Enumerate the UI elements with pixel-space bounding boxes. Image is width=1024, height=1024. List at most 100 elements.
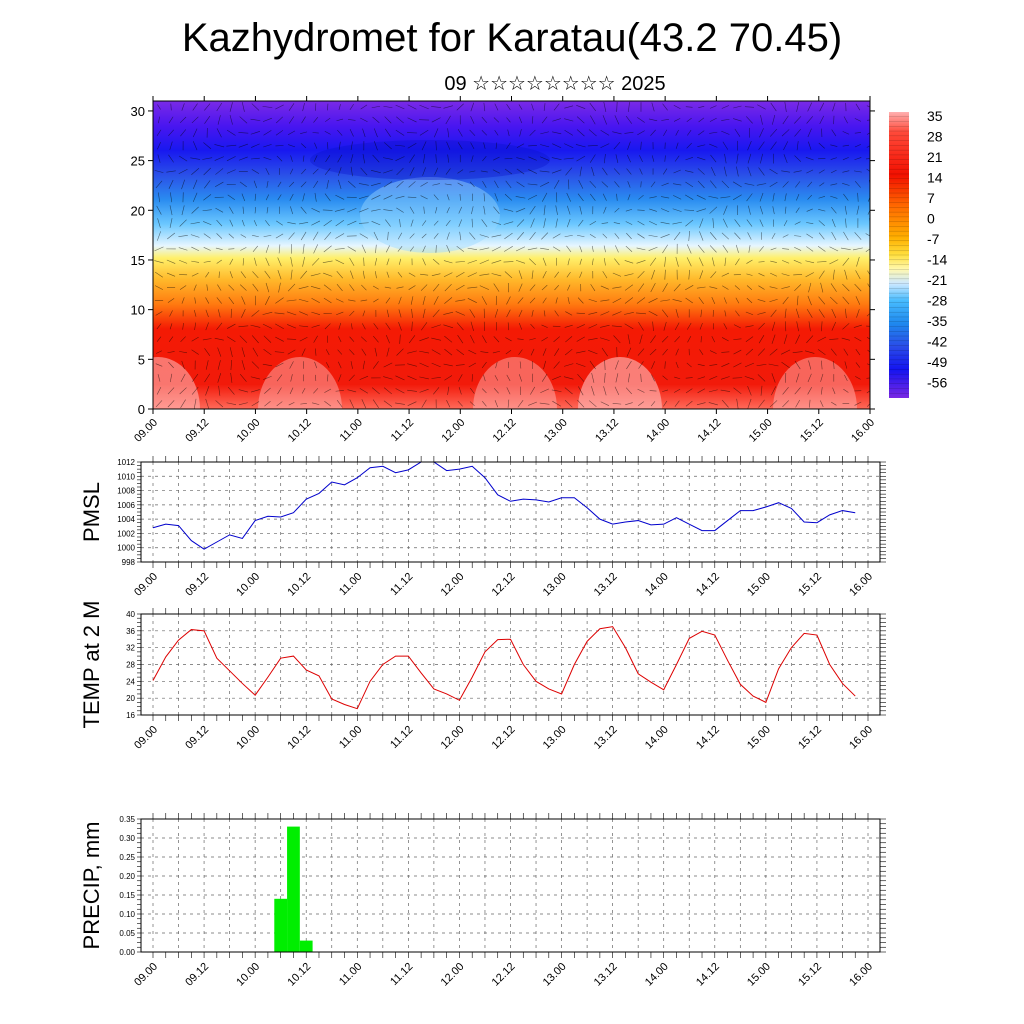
wind-vector [649, 257, 657, 266]
wind-vector [660, 221, 670, 225]
wind-vector [784, 308, 787, 319]
wind-vector [539, 170, 550, 173]
wind-vector [360, 336, 367, 342]
warm-core [773, 357, 857, 409]
wind-vector [395, 104, 405, 110]
wind-vector [784, 102, 787, 112]
wind-vector [540, 181, 550, 187]
wind-vector [651, 269, 655, 280]
wind-vector [794, 128, 802, 137]
wind-vector [807, 194, 813, 200]
wind-vector [422, 167, 426, 176]
wind-vector [842, 157, 849, 161]
wind-vector [180, 129, 187, 137]
wind-vector [265, 244, 270, 253]
wind-vector [349, 103, 354, 111]
wind-vector [674, 388, 681, 393]
cool-core [360, 177, 500, 253]
wind-vector [493, 283, 500, 292]
x-tick-label: 11.00 [338, 417, 365, 444]
wind-vector [746, 219, 753, 227]
wind-vector [493, 336, 500, 343]
wind-vector [360, 167, 368, 176]
wind-vector [361, 284, 367, 291]
wind-vector [420, 195, 428, 200]
wind-vector [372, 361, 379, 369]
wind-vector [384, 116, 392, 124]
wind-vector [758, 285, 765, 290]
wind-vector [238, 402, 248, 406]
wind-vector [552, 131, 562, 135]
wind-vector [734, 219, 741, 227]
wind-vector [720, 389, 731, 392]
wind-vector [784, 193, 787, 202]
colorbar-label: 14 [927, 170, 943, 186]
wind-vector [493, 156, 500, 161]
wind-vector [335, 298, 344, 303]
wind-vector [531, 116, 534, 124]
wind-vector [456, 322, 464, 331]
wind-vector [531, 270, 534, 279]
wind-vector [590, 193, 596, 201]
wind-vector [674, 155, 680, 162]
wind-vector [252, 245, 259, 253]
wind-vector [735, 310, 740, 317]
wind-vector [467, 272, 477, 278]
wind-vector [845, 218, 847, 228]
wind-vector [794, 360, 801, 370]
wind-vector [817, 349, 826, 356]
wind-vector [324, 193, 331, 202]
wind-vector [337, 129, 343, 136]
wind-vector [564, 387, 573, 395]
wind-vector [711, 336, 716, 343]
wind-vector [407, 196, 417, 198]
wind-vector [265, 257, 270, 266]
wind-vector [709, 375, 718, 380]
wind-vector [447, 154, 450, 163]
colorbar-label: 0 [927, 211, 935, 227]
wind-vector [515, 259, 526, 264]
wind-vector [758, 322, 765, 330]
wind-vector [471, 218, 473, 228]
wind-vector [770, 102, 777, 112]
wind-vector [721, 105, 730, 109]
wind-vector [238, 132, 249, 134]
wind-vector [372, 285, 379, 290]
wind-vector [783, 220, 788, 227]
wind-vector [350, 141, 353, 151]
x-tick-label: 16.00 [847, 961, 875, 989]
wind-vector [229, 347, 233, 357]
wind-vector [288, 232, 295, 240]
wind-vector [396, 207, 404, 213]
wind-vector [820, 386, 823, 395]
y-tick-label: 0.05 [119, 929, 135, 938]
wind-vector [506, 374, 511, 382]
wind-vector [685, 400, 693, 407]
wind-vector [807, 102, 813, 112]
wind-vector [564, 324, 573, 328]
wind-vector [709, 286, 718, 289]
wind-vector [515, 246, 526, 252]
wind-vector [781, 170, 791, 173]
wind-vector [433, 194, 439, 201]
x-tick-label: 15.00 [745, 571, 773, 599]
wind-vector [435, 141, 437, 151]
wind-vector [673, 231, 681, 241]
wind-vector [157, 218, 161, 228]
wind-vector [349, 310, 355, 317]
wind-vector [519, 361, 522, 369]
wind-vector [648, 246, 658, 251]
y-tick-label: 15 [131, 253, 145, 268]
wind-vector [167, 351, 175, 354]
wind-vector [290, 155, 293, 162]
wind-vector [202, 338, 212, 341]
wind-vector [373, 141, 378, 151]
wind-vector [746, 285, 753, 290]
x-tick-label: 09.00 [132, 724, 160, 752]
wind-vector [422, 308, 426, 319]
wind-vector [639, 168, 643, 175]
wind-vector [338, 104, 341, 110]
wind-vector [228, 233, 235, 239]
wind-vector [503, 208, 514, 212]
